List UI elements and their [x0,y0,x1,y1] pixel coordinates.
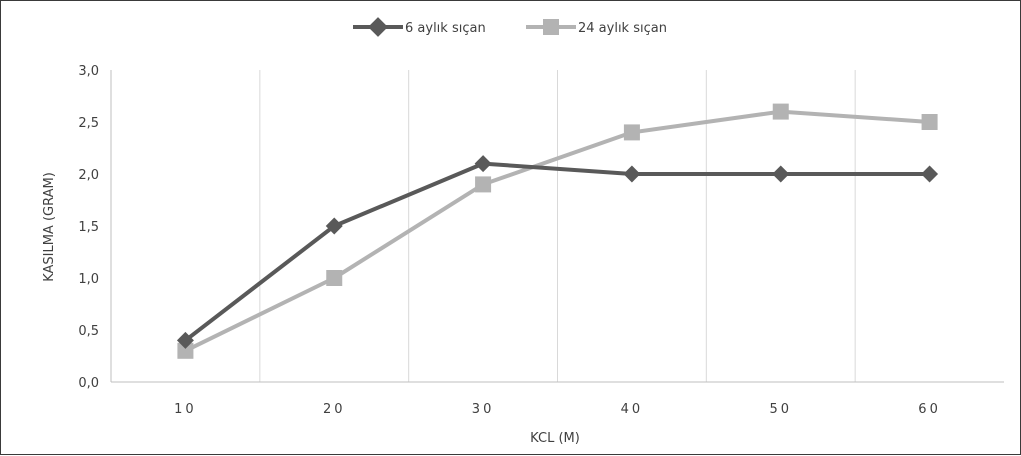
series-2-point [772,103,789,120]
x-axis-title: KCL (M) [530,431,580,446]
axes [110,70,1004,383]
series-2-point [177,342,194,359]
series-1-point [176,331,194,349]
x-tick-label: 60 [918,402,941,417]
series-markers [176,103,939,359]
x-tick-label: 30 [472,402,495,417]
legend-marker-series-1 [368,17,388,37]
series-1-point [623,165,641,183]
legend-label-series-1: 6 aylık sıçan [405,21,486,36]
gridlines [259,70,856,382]
legend-marker-series-2 [543,19,559,35]
series-1-point [474,155,492,173]
x-tick-label: 50 [769,402,792,417]
series-2-point [326,270,343,286]
y-tick-labels: 0,0 0,5 1,0 1,5 2,0 2,5 3,0 [78,64,99,391]
y-tick-label: 2,0 [78,168,99,183]
y-tick-label: 3,0 [78,64,99,79]
y-tick-label: 0,0 [78,376,99,391]
series-1-point [772,165,790,183]
legend-item-series-1: 6 aylık sıçan [353,17,486,37]
y-tick-label: 2,5 [78,116,99,131]
series-2-point [921,114,938,130]
x-tick-label: 20 [323,402,346,417]
legend: 6 aylık sıçan 24 aylık sıçan [353,17,667,37]
x-tick-labels: 10 20 30 40 50 60 [174,402,941,417]
series-line-1 [184,161,930,342]
legend-label-series-2: 24 aylık sıçan [578,21,667,36]
series-line-2 [184,109,930,353]
series-2-point [475,176,492,193]
x-tick-label: 40 [621,402,644,417]
series-1-point [921,165,939,183]
legend-item-series-2: 24 aylık sıçan [526,19,667,36]
y-tick-label: 1,5 [78,220,99,235]
series-2-point [623,124,640,141]
y-axis-title: KASILMA (GRAM) [42,172,57,282]
series-1-point [325,217,343,235]
y-tick-label: 0,5 [78,324,99,339]
series-lines [184,109,930,353]
y-tick-label: 1,0 [78,272,99,287]
x-tick-label: 10 [174,402,197,417]
